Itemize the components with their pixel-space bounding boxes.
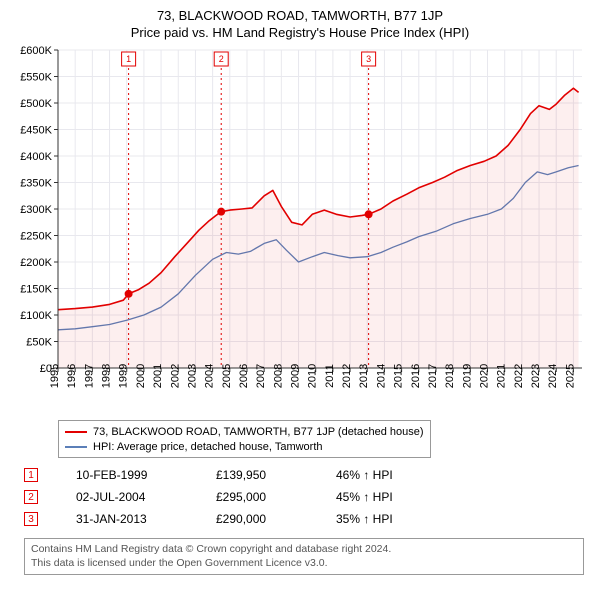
legend-label-price-paid: 73, BLACKWOOD ROAD, TAMWORTH, B77 1JP (d… bbox=[93, 426, 424, 438]
y-tick-label: £350K bbox=[20, 178, 52, 190]
sales-table: 1 10-FEB-1999£139,95046% ↑ HPI 2 02-JUL-200… bbox=[24, 464, 590, 530]
x-tick-label: 2006 bbox=[238, 364, 250, 388]
y-tick-label: £150K bbox=[20, 284, 52, 296]
sales-marker-box: 3 bbox=[24, 512, 38, 526]
x-tick-label: 2009 bbox=[290, 364, 302, 388]
sale-marker-number: 1 bbox=[126, 54, 131, 64]
x-tick-label: 1999 bbox=[118, 364, 130, 388]
sales-row: 1 10-FEB-1999£139,95046% ↑ HPI bbox=[24, 464, 590, 486]
y-tick-label: £100K bbox=[20, 310, 52, 322]
y-tick-label: £600K bbox=[20, 45, 52, 57]
x-tick-label: 2000 bbox=[135, 364, 147, 388]
plot-area: £0£50K£100K£150K£200K£250K£300K£350K£400… bbox=[10, 44, 590, 414]
x-tick-label: 2001 bbox=[152, 364, 164, 388]
x-tick-label: 2002 bbox=[169, 364, 181, 388]
x-tick-label: 2007 bbox=[255, 364, 267, 388]
x-tick-label: 2021 bbox=[496, 364, 508, 388]
x-tick-label: 2014 bbox=[375, 364, 387, 388]
x-tick-label: 1998 bbox=[101, 364, 113, 388]
x-tick-label: 2010 bbox=[307, 364, 319, 388]
x-tick-label: 2023 bbox=[530, 364, 542, 388]
x-tick-label: 2015 bbox=[393, 364, 405, 388]
y-tick-label: £200K bbox=[20, 257, 52, 269]
sales-row: 3 31-JAN-2013£290,00035% ↑ HPI bbox=[24, 508, 590, 530]
sales-marker-box: 1 bbox=[24, 468, 38, 482]
x-tick-label: 2025 bbox=[564, 364, 576, 388]
x-tick-label: 1997 bbox=[83, 364, 95, 388]
sales-date: 10-FEB-1999 bbox=[76, 468, 216, 482]
x-tick-label: 1995 bbox=[49, 364, 61, 388]
x-tick-label: 2012 bbox=[341, 364, 353, 388]
sales-marker-box: 2 bbox=[24, 490, 38, 504]
title-subtitle: Price paid vs. HM Land Registry's House … bbox=[10, 25, 590, 40]
sale-marker-number: 2 bbox=[219, 54, 224, 64]
attribution-box: Contains HM Land Registry data © Crown c… bbox=[24, 538, 584, 575]
y-tick-label: £250K bbox=[20, 231, 52, 243]
x-tick-label: 2018 bbox=[444, 364, 456, 388]
x-tick-label: 2004 bbox=[204, 364, 216, 388]
x-tick-label: 2011 bbox=[324, 364, 336, 388]
x-tick-label: 2022 bbox=[513, 364, 525, 388]
y-tick-label: £400K bbox=[20, 151, 52, 163]
chart-svg: £0£50K£100K£150K£200K£250K£300K£350K£400… bbox=[10, 44, 590, 414]
sales-date: 31-JAN-2013 bbox=[76, 512, 216, 526]
sales-pct-vs-hpi: 46% ↑ HPI bbox=[336, 468, 436, 482]
y-tick-label: £450K bbox=[20, 125, 52, 137]
sales-price: £295,000 bbox=[216, 490, 336, 504]
x-tick-label: 2020 bbox=[479, 364, 491, 388]
y-tick-label: £300K bbox=[20, 204, 52, 216]
attribution-line2: This data is licensed under the Open Gov… bbox=[31, 557, 577, 571]
attribution-line1: Contains HM Land Registry data © Crown c… bbox=[31, 543, 577, 557]
legend-box: 73, BLACKWOOD ROAD, TAMWORTH, B77 1JP (d… bbox=[58, 420, 431, 458]
x-tick-label: 2017 bbox=[427, 364, 439, 388]
title-block: 73, BLACKWOOD ROAD, TAMWORTH, B77 1JP Pr… bbox=[10, 8, 590, 40]
x-tick-label: 2019 bbox=[461, 364, 473, 388]
x-tick-label: 1996 bbox=[66, 364, 78, 388]
x-tick-label: 2013 bbox=[358, 364, 370, 388]
sales-pct-vs-hpi: 45% ↑ HPI bbox=[336, 490, 436, 504]
sales-row: 2 02-JUL-2004£295,00045% ↑ HPI bbox=[24, 486, 590, 508]
title-address: 73, BLACKWOOD ROAD, TAMWORTH, B77 1JP bbox=[10, 8, 590, 23]
sales-price: £290,000 bbox=[216, 512, 336, 526]
x-tick-label: 2005 bbox=[221, 364, 233, 388]
y-tick-label: £50K bbox=[26, 337, 52, 349]
sale-marker-number: 3 bbox=[366, 54, 371, 64]
sales-price: £139,950 bbox=[216, 468, 336, 482]
legend-swatch-hpi bbox=[65, 446, 87, 448]
x-tick-label: 2008 bbox=[272, 364, 284, 388]
sales-pct-vs-hpi: 35% ↑ HPI bbox=[336, 512, 436, 526]
x-tick-label: 2003 bbox=[186, 364, 198, 388]
y-tick-label: £500K bbox=[20, 98, 52, 110]
sales-date: 02-JUL-2004 bbox=[76, 490, 216, 504]
chart-container: 73, BLACKWOOD ROAD, TAMWORTH, B77 1JP Pr… bbox=[0, 0, 600, 590]
x-tick-label: 2016 bbox=[410, 364, 422, 388]
legend-row-price-paid: 73, BLACKWOOD ROAD, TAMWORTH, B77 1JP (d… bbox=[65, 424, 424, 439]
legend-row-hpi: HPI: Average price, detached house, Tamw… bbox=[65, 439, 424, 454]
legend-swatch-price-paid bbox=[65, 431, 87, 433]
legend-label-hpi: HPI: Average price, detached house, Tamw… bbox=[93, 441, 323, 453]
y-tick-label: £550K bbox=[20, 72, 52, 84]
x-tick-label: 2024 bbox=[547, 364, 559, 388]
